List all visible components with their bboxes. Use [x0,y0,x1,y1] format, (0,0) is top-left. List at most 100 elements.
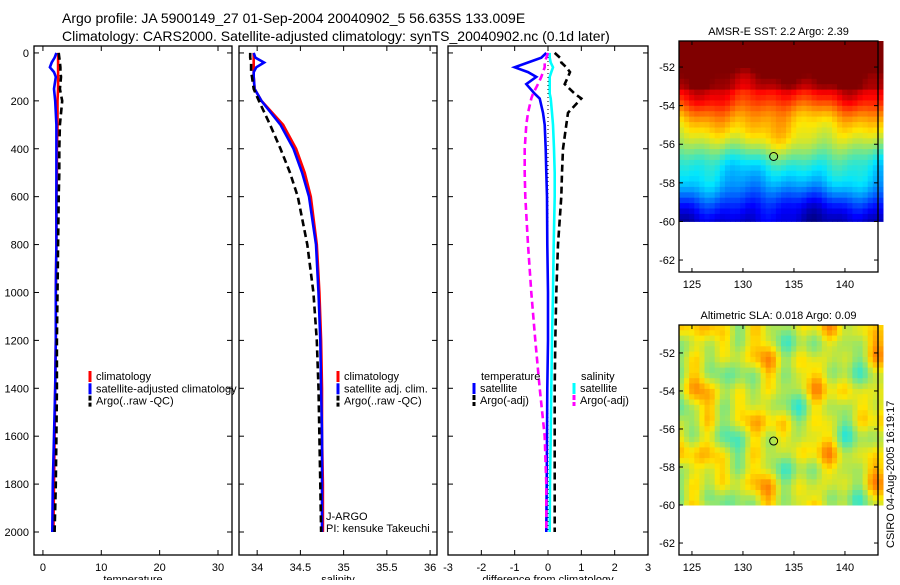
map-cell [811,186,818,193]
map-cell [832,219,838,222]
map-cell [740,378,746,384]
map-cell [745,100,751,107]
map-cell [770,78,777,85]
map-cell [750,149,756,155]
map-cell [847,431,853,438]
map-cell [862,62,869,69]
map-cell [699,95,705,101]
map-cell [847,165,853,172]
map-cell [740,100,746,107]
map-cell [719,68,726,74]
map-cell [872,192,879,199]
map-cell [852,495,858,502]
map-cell [801,351,807,358]
map-cell [862,73,869,80]
map-cell [740,458,746,464]
map-cell [770,490,777,496]
map-cell [750,105,756,112]
map-cell [862,213,869,220]
map-cell [760,78,767,85]
map-cell [811,89,818,96]
legend-label: satellite [580,383,617,395]
map-cell [765,95,772,101]
map-cell [735,143,741,150]
map-cell [735,186,741,193]
map-cell [786,388,792,395]
map-cell [877,186,884,193]
map-cell [719,495,726,502]
map-cell [806,46,813,53]
map-cell [852,442,858,448]
map-cell [730,468,736,475]
legend-label: Argo(-adj) [480,395,529,407]
map-cell [760,176,767,182]
map-cell [786,192,792,199]
map-cell [760,154,767,161]
map-cell [704,356,711,363]
map-cell [694,426,700,432]
map-cell [786,490,792,496]
map-cell [826,100,833,107]
map-cell [730,208,736,215]
map-cell [842,132,848,139]
map-cell [811,367,818,374]
map-cell [694,143,700,150]
map-cell [781,479,787,486]
map-cell [770,138,777,145]
map-cell [826,447,833,454]
map-cell [781,41,787,47]
map-cell [872,479,879,486]
map-cell [714,176,721,182]
map-cell [842,143,848,150]
map-cell [806,346,813,353]
map-cell [745,95,751,101]
map-cell [801,447,807,454]
map-cell [679,452,685,459]
map-cell [755,378,762,384]
map-cell [719,186,726,193]
map-cell [735,468,741,475]
map-cell [775,89,782,96]
map-cell [724,410,731,416]
map-cell [796,420,802,427]
map-cell [872,420,879,427]
map-cell [684,346,690,353]
map-cell [781,213,787,220]
map-cell [719,41,726,47]
map-cell [781,208,787,215]
map-cell [862,170,869,177]
map-cell [847,325,853,331]
map-cell [867,219,874,222]
map-cell [826,335,833,342]
map-cell [837,95,843,101]
map-cell [857,132,864,139]
map-cell [745,122,751,128]
map-cell [811,442,818,448]
map-cell [786,68,792,74]
map-cell [877,394,884,400]
map-cell [816,404,823,411]
map-cell [781,372,787,379]
map-cell [740,203,746,209]
map-cell [811,62,818,69]
map-cell [811,495,818,502]
map-cell [857,116,864,123]
map-cell [745,383,751,390]
map-cell [852,213,858,220]
map-cell [714,458,721,464]
map-cell [719,149,726,155]
map-cell [847,426,853,432]
map-cell [709,356,716,363]
map-cell [755,149,762,155]
map-cell [877,399,884,406]
map-cell [872,203,879,209]
map-cell [806,170,813,177]
map-cell [740,410,746,416]
map-cell [724,68,731,74]
map-cell [781,495,787,502]
map-cell [786,378,792,384]
map-cell [826,351,833,358]
map-cell [811,383,818,390]
map-cell [796,213,802,220]
map-cell [821,57,828,64]
